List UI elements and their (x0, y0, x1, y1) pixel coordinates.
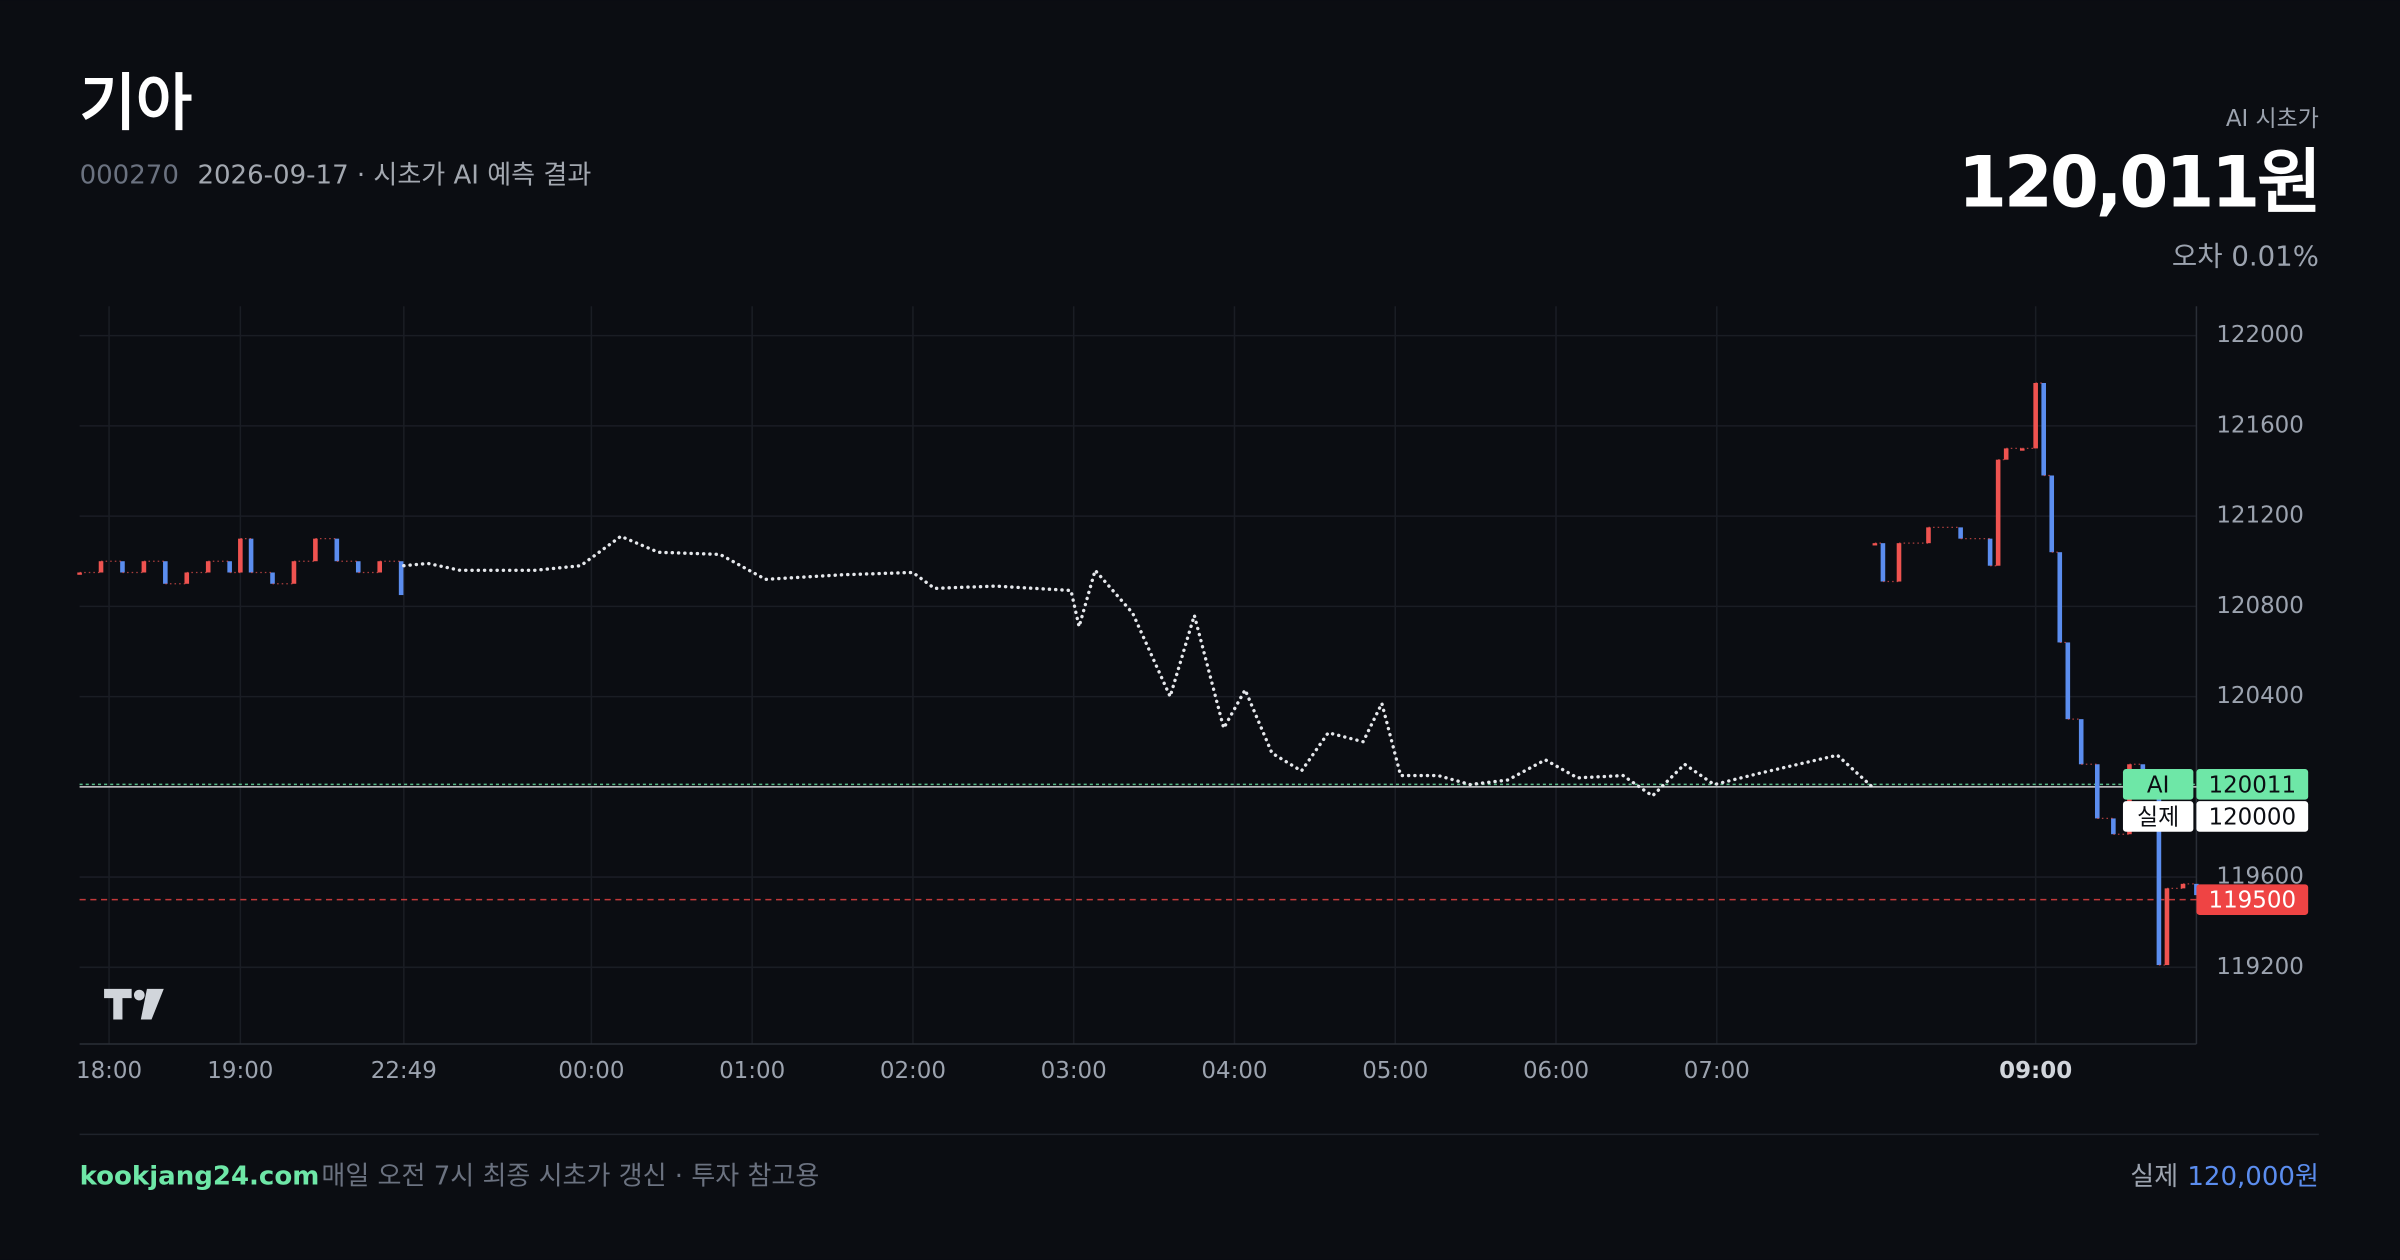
candle (1995, 459, 2001, 566)
candle (227, 561, 232, 573)
note: 매일 오전 7시 최종 시초가 갱신 · 투자 참고용 (321, 1162, 819, 1192)
x-tick-label: 09:00 (1999, 1058, 2072, 1084)
candle (98, 561, 104, 573)
y-tick-label: 121200 (2216, 503, 2304, 529)
candle (163, 561, 168, 584)
actual-label: 실제 (2130, 1162, 2178, 1192)
x-tick-label: 00:00 (558, 1058, 624, 1084)
candle (2041, 382, 2046, 476)
candle (2111, 818, 2116, 835)
logo-part (133, 989, 145, 1001)
candle (398, 561, 404, 596)
y-tick-label: 121600 (2216, 412, 2304, 438)
candle (2033, 382, 2038, 449)
candle (120, 561, 125, 573)
price-tag (2196, 884, 2309, 915)
price-tag-value: 119500 (2209, 888, 2297, 914)
x-tick-label: 06:00 (1523, 1058, 1589, 1084)
site: kookjang24.com (80, 1162, 320, 1192)
forecast-label: AI 시초가 (2226, 106, 2319, 132)
candle (141, 561, 147, 573)
logo-part (140, 988, 164, 1020)
candle (2019, 448, 2025, 451)
x-tick-label: 05:00 (1362, 1058, 1428, 1084)
y-tick-label: 122000 (2216, 322, 2304, 348)
candle (2049, 475, 2055, 553)
tradingview-logo (104, 988, 164, 1020)
price-tag-value: 120011 (2209, 772, 2297, 798)
candle (2057, 552, 2063, 643)
price-tag-label: 실제 (2137, 805, 2179, 831)
candle (1896, 543, 1902, 582)
candle (77, 572, 82, 575)
candle (377, 561, 382, 573)
candle (2065, 642, 2071, 720)
candle (1872, 543, 1878, 546)
title: 기아 (80, 68, 193, 139)
candle (2164, 888, 2170, 966)
price-tag-label-box (2122, 801, 2194, 832)
candle (2180, 883, 2186, 889)
candle (238, 538, 243, 573)
candle (2094, 764, 2100, 819)
candle (334, 538, 340, 562)
actual-price: 120,000원 (2187, 1162, 2319, 1192)
x-tick-label: 04:00 (1201, 1058, 1267, 1084)
y-tick-label: 120400 (2216, 683, 2304, 709)
x-tick-label: 01:00 (719, 1058, 785, 1084)
error: 오차 0.01% (2172, 240, 2319, 272)
x-tick-label: 18:00 (76, 1058, 142, 1084)
candle (248, 538, 254, 573)
y-tick-label: 120800 (2216, 593, 2304, 619)
forecast-price: 120,011원 (1958, 141, 2319, 223)
logo-part (104, 988, 132, 1020)
candle (2078, 719, 2084, 765)
candle (291, 561, 297, 584)
price-tag (2196, 801, 2309, 832)
y-tick-label: 119200 (2216, 954, 2304, 980)
candle (184, 572, 190, 584)
price-tag-label: AI (2147, 772, 2169, 798)
actual: 실제 120,000원 (2130, 1162, 2319, 1192)
stock-code: 000270 (80, 161, 179, 191)
candle (313, 538, 318, 562)
x-tick-label: 07:00 (1684, 1058, 1750, 1084)
subtitle: 2026-09-17 · 시초가 AI 예측 결과 (197, 161, 591, 191)
price-tag-label-box (2122, 769, 2194, 800)
x-tick-label: 03:00 (1041, 1058, 1107, 1084)
candle (1958, 527, 1963, 539)
x-tick-label: 22:49 (371, 1058, 437, 1084)
candle (355, 561, 361, 573)
candle (2003, 448, 2009, 460)
price-tag (2196, 769, 2309, 800)
candle (1926, 527, 1931, 544)
candle (205, 561, 211, 573)
candle (270, 572, 275, 584)
x-tick-label: 02:00 (880, 1058, 946, 1084)
candle (1987, 538, 1993, 566)
candle (2156, 795, 2162, 966)
x-tick-label: 19:00 (207, 1058, 273, 1084)
candle (1880, 543, 1886, 582)
price-tag-value: 120000 (2209, 805, 2297, 831)
plot: 1192001196001200001204001208001212001216… (76, 306, 2309, 1084)
price-line (402, 534, 1874, 799)
